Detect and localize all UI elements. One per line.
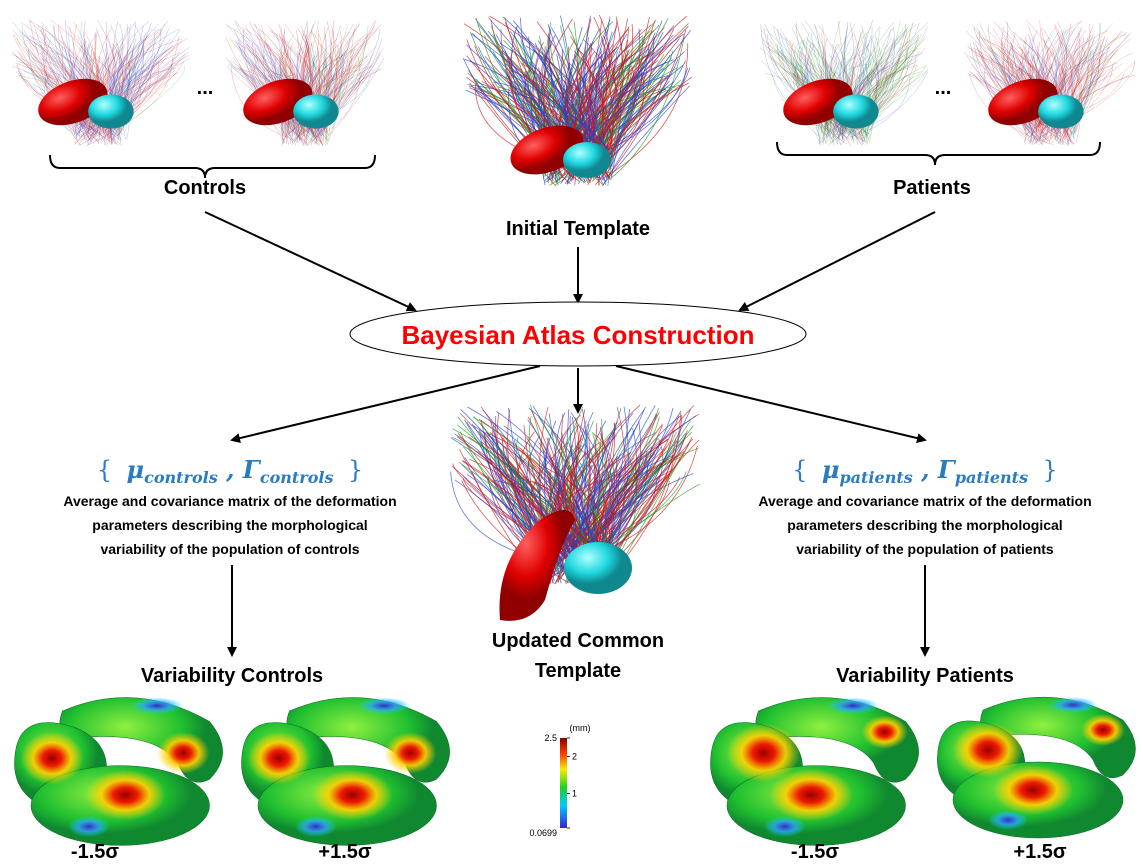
mean-symbol: μ bbox=[127, 455, 145, 484]
arrow bbox=[616, 366, 925, 440]
surface-coldspot bbox=[295, 816, 337, 837]
template-label: Initial Template bbox=[506, 218, 650, 240]
cyan-structure bbox=[563, 142, 611, 178]
surface-coldspot bbox=[764, 816, 806, 837]
description-line: parameters describing the morphological bbox=[92, 517, 367, 533]
surface-coldspot bbox=[131, 697, 183, 714]
colorbar-tick-label: 2 bbox=[572, 752, 577, 762]
patients-label: Patients bbox=[893, 177, 971, 199]
cyan-structure bbox=[1038, 94, 1084, 128]
brace-open: { bbox=[97, 456, 112, 484]
arrow bbox=[205, 212, 415, 310]
surface-hotspot bbox=[248, 732, 311, 785]
colorbar: (mm) 0.0699 1 2 2.5 bbox=[529, 723, 590, 838]
surface-coldspot bbox=[988, 810, 1028, 830]
colorbar-tick-label: 2.5 bbox=[544, 733, 557, 743]
colorbar-unit: (mm) bbox=[570, 723, 591, 733]
surface-image bbox=[937, 697, 1135, 838]
mean-subscript: patients bbox=[839, 468, 912, 487]
sigma-label: -1.5σ bbox=[791, 841, 839, 863]
surface-hotspot bbox=[769, 769, 853, 822]
diagram: ... ... Controls Initial Template Patien… bbox=[0, 0, 1143, 865]
surface-hotspot bbox=[993, 765, 1073, 815]
description-line: parameters describing the morphological bbox=[787, 517, 1062, 533]
surface-image bbox=[711, 697, 919, 845]
description-line: variability of the population of patient… bbox=[796, 541, 1054, 557]
surface-hotspot bbox=[157, 732, 209, 774]
colorbar-tick-label: 0.0699 bbox=[529, 828, 557, 838]
brace-open: { bbox=[792, 456, 807, 484]
fiber-image bbox=[226, 20, 384, 146]
cyan-structure bbox=[88, 94, 134, 128]
cov-subscript: controls bbox=[260, 468, 334, 487]
cov-subscript: patients bbox=[955, 468, 1028, 487]
sigma-label: +1.5σ bbox=[1013, 841, 1066, 863]
surface-image bbox=[242, 697, 450, 845]
surface-hotspot bbox=[1081, 714, 1125, 746]
description-line: Average and covariance matrix of the def… bbox=[63, 493, 396, 509]
ellipsis: ... bbox=[935, 77, 952, 99]
mean-subscript: controls bbox=[144, 468, 218, 487]
patients-params: { μpatients , Γpatients } bbox=[792, 455, 1057, 489]
surface-coldspot bbox=[1048, 697, 1098, 713]
mean-symbol: μ bbox=[822, 455, 840, 484]
separator: , bbox=[920, 455, 929, 484]
fiber-image bbox=[11, 20, 189, 146]
fiber-image bbox=[463, 15, 692, 186]
surface-hotspot bbox=[861, 715, 907, 749]
surface-coldspot bbox=[358, 697, 411, 714]
surface-coldspot bbox=[827, 697, 880, 714]
surface-coldspot bbox=[68, 816, 110, 837]
description-line: Average and covariance matrix of the def… bbox=[758, 493, 1091, 509]
images bbox=[11, 15, 1135, 845]
cov-symbol: Γ bbox=[242, 455, 262, 484]
brace bbox=[50, 155, 375, 178]
variability-controls-label: Variability Controls bbox=[141, 665, 323, 687]
fiber-image bbox=[965, 21, 1136, 146]
sigma-label: -1.5σ bbox=[71, 841, 119, 863]
process-label: Bayesian Atlas Construction bbox=[401, 320, 754, 350]
cyan-structure bbox=[564, 542, 632, 594]
fiber-image bbox=[451, 405, 700, 621]
brace-close: } bbox=[1042, 456, 1057, 484]
controls-label: Controls bbox=[164, 177, 246, 199]
colorbar-tick-label: 1 bbox=[572, 789, 577, 799]
arrow bbox=[740, 212, 935, 310]
surface-hotspot bbox=[21, 732, 84, 785]
surface-image bbox=[14, 697, 222, 845]
brace bbox=[777, 142, 1100, 165]
cyan-structure bbox=[293, 94, 339, 128]
surface-hotspot bbox=[313, 770, 393, 820]
updated-template-label: Updated Common bbox=[492, 630, 664, 652]
description-line: variability of the population of control… bbox=[100, 541, 359, 557]
cyan-structure bbox=[833, 94, 879, 128]
ellipsis: ... bbox=[197, 77, 214, 99]
variability-patients-label: Variability Patients bbox=[836, 665, 1014, 687]
sigma-label: +1.5σ bbox=[318, 841, 371, 863]
brace-close: } bbox=[348, 456, 363, 484]
surface-hotspot bbox=[86, 770, 166, 820]
controls-params: { μcontrols , Γcontrols } bbox=[97, 455, 363, 489]
separator: , bbox=[225, 455, 234, 484]
surface-hotspot bbox=[384, 732, 437, 774]
fiber-image bbox=[760, 20, 928, 146]
cov-symbol: Γ bbox=[937, 455, 957, 484]
updated-template-label: Template bbox=[535, 660, 621, 682]
colorbar-gradient bbox=[560, 738, 567, 828]
